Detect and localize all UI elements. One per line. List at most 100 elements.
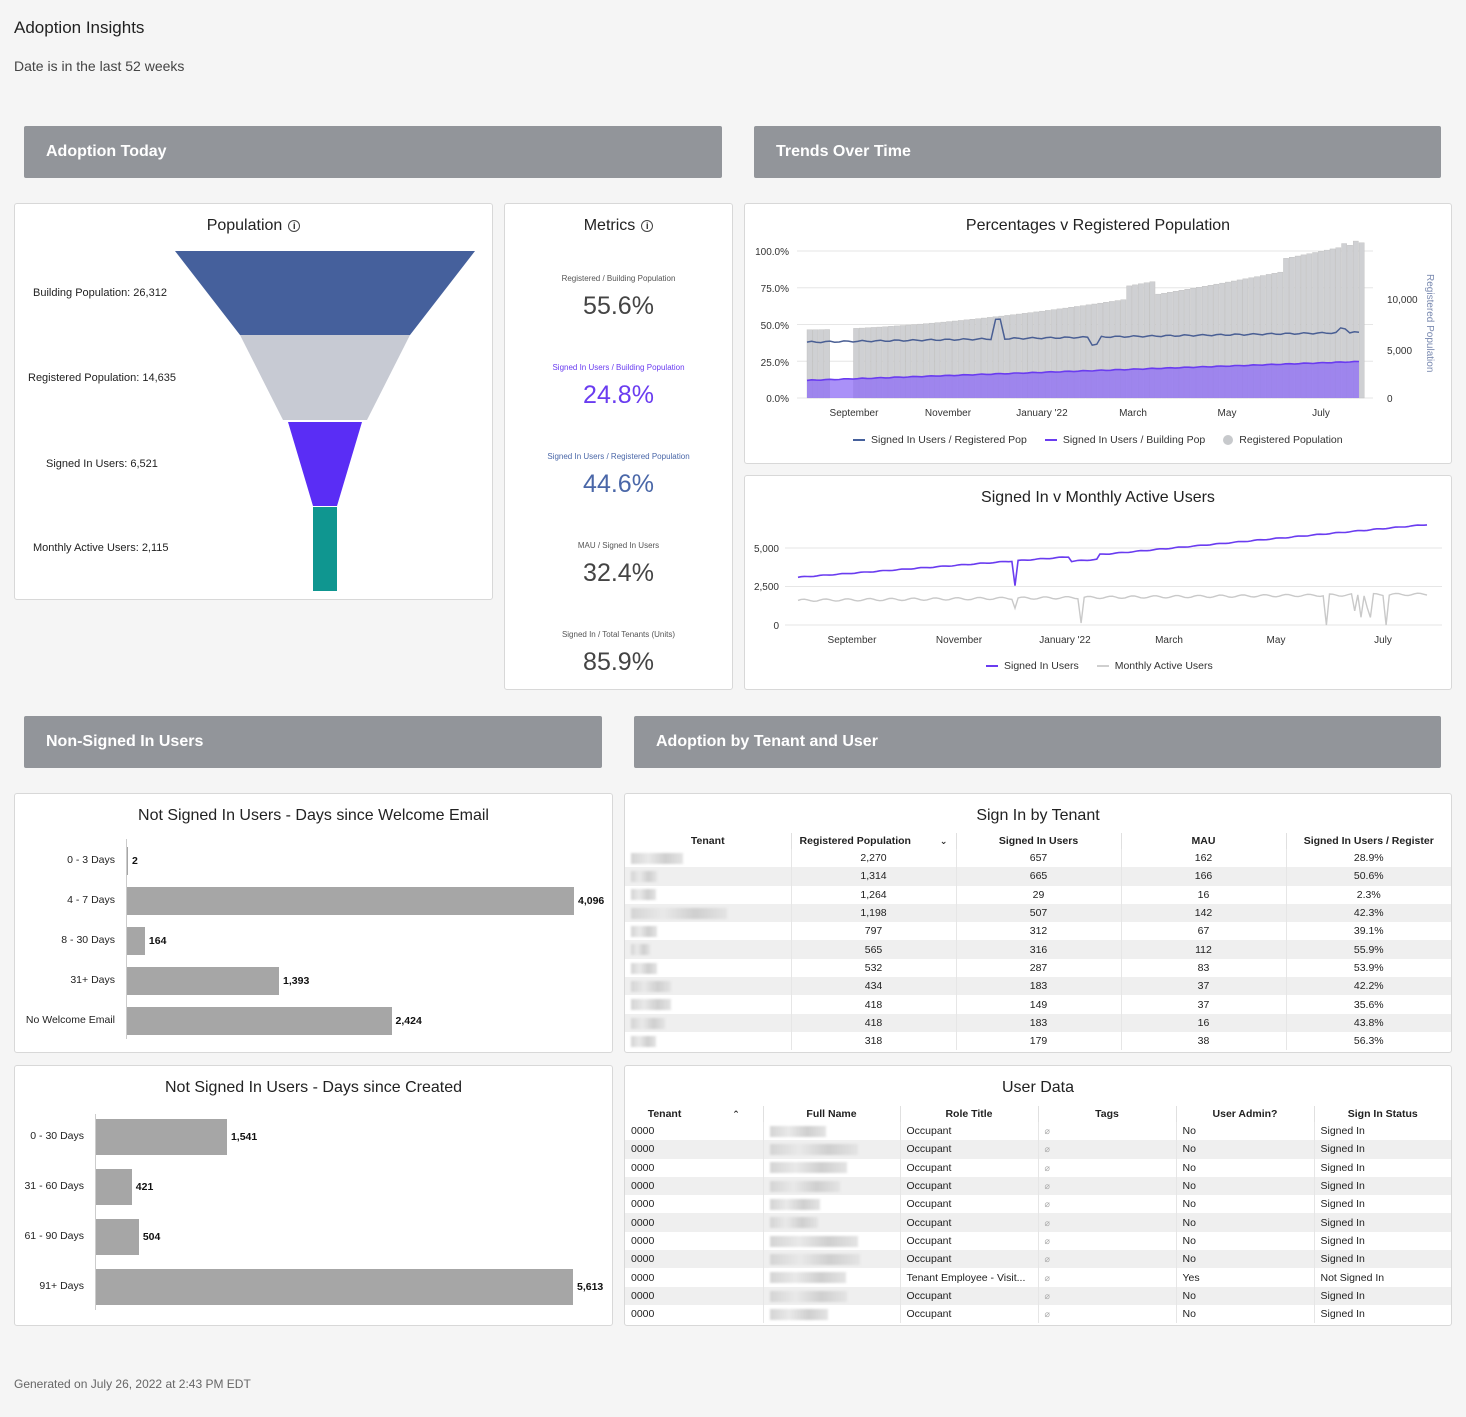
table-row[interactable]: 0000 Occupant ⌀ No Signed In <box>625 1140 1451 1159</box>
table-row[interactable]: 797 312 67 39.1% <box>625 922 1451 941</box>
mau-line <box>797 592 1428 626</box>
funnel-label-registered: Registered Population: 14,635 <box>28 372 176 384</box>
column-header[interactable]: Tenant <box>690 835 725 847</box>
table-row[interactable]: 0000 Occupant ⌀ No Signed In <box>625 1122 1451 1141</box>
y-tick: 2,500 <box>754 582 779 593</box>
registered-population-bar <box>1358 242 1365 399</box>
empty-tag-icon: ⌀ <box>1044 1254 1050 1265</box>
column-header[interactable]: Tags <box>1037 1106 1176 1122</box>
column-header[interactable]: MAU <box>1120 833 1286 849</box>
table-row[interactable]: 1,314 665 166 50.6% <box>625 867 1451 886</box>
bar[interactable] <box>96 1269 573 1305</box>
info-icon[interactable]: i <box>288 220 301 232</box>
table-row[interactable]: 2,270 657 162 28.9% <box>625 849 1451 868</box>
bar[interactable] <box>96 1119 227 1155</box>
table-cell: 1,198 <box>790 903 956 923</box>
bar[interactable] <box>127 887 574 915</box>
bar[interactable] <box>127 967 280 995</box>
table-row[interactable]: 0000 Occupant ⌀ No Signed In <box>625 1195 1451 1214</box>
table-row[interactable]: 434 183 37 42.2% <box>625 977 1451 996</box>
table-row[interactable]: 0000 Occupant ⌀ No Signed In <box>625 1286 1451 1305</box>
table-row[interactable]: 318 179 38 56.3% <box>625 1031 1451 1051</box>
metric-value: 44.6% <box>583 470 654 498</box>
column-header[interactable]: Signed In Users / Register <box>1285 833 1451 849</box>
bar[interactable] <box>127 927 145 955</box>
table-cell: 797 <box>790 922 956 941</box>
tenant-cell: 0000 <box>631 1198 655 1211</box>
role-title-cell: Occupant <box>899 1195 1038 1214</box>
table-cell: 418 <box>790 1013 956 1032</box>
full-name-cell <box>762 1195 900 1214</box>
table-row[interactable]: 0000 Occupant ⌀ No Signed In <box>625 1250 1451 1269</box>
table-row[interactable]: 1,198 507 142 42.3% <box>625 903 1451 923</box>
chart-legend: Signed In Users Monthly Active Users <box>986 660 1213 672</box>
table-cell: 2.3% <box>1285 885 1451 904</box>
metric-label: MAU / Signed In Users <box>577 541 660 550</box>
created-chart-card: Not Signed In Users - Days since Created… <box>14 1065 613 1326</box>
table-cell: 665 <box>955 867 1121 886</box>
tags-cell: ⌀ <box>1037 1304 1176 1324</box>
table-row[interactable]: 532 287 83 53.9% <box>625 958 1451 978</box>
sign-in-status-cell: Signed In <box>1313 1286 1451 1305</box>
column-header[interactable]: Role Title <box>899 1106 1038 1122</box>
table-row[interactable]: 0000 Occupant ⌀ No Signed In <box>625 1231 1451 1251</box>
bar[interactable] <box>127 1007 392 1035</box>
section-trends: Trends Over Time <box>754 126 1441 178</box>
info-icon[interactable]: i <box>641 220 654 232</box>
table-row[interactable]: 0000 Occupant ⌀ No Signed In <box>625 1213 1451 1232</box>
legend-item[interactable]: Registered Population <box>1223 434 1343 446</box>
sort-asc-icon[interactable]: ⌃ <box>732 1109 740 1119</box>
table-row[interactable]: 0000 Tenant Employee - Visit... ⌀ Yes Not Si… <box>625 1268 1451 1287</box>
funnel-building <box>175 251 475 335</box>
column-header[interactable]: Tenant ⌃ <box>647 1108 740 1120</box>
user-admin-cell: No <box>1175 1176 1314 1196</box>
table-row[interactable]: 565 316 112 55.9% <box>625 940 1451 959</box>
y-tick: 0 <box>773 621 779 632</box>
column-header[interactable]: Sign In Status <box>1313 1106 1451 1122</box>
sort-desc-icon[interactable]: ⌄ <box>939 836 948 846</box>
table-row[interactable]: 1,264 29 16 2.3% <box>625 885 1451 904</box>
bar[interactable] <box>96 1169 132 1205</box>
column-header[interactable]: User Admin? <box>1175 1106 1314 1122</box>
tenant-cell <box>625 886 791 904</box>
legend-item[interactable]: Signed In Users / Building Pop <box>1044 434 1205 446</box>
legend-item[interactable]: Monthly Active Users <box>1096 660 1213 672</box>
user-admin-cell: No <box>1175 1122 1314 1141</box>
table-cell: 565 <box>790 940 956 959</box>
metric-label: Signed In / Total Tenants (Units) <box>561 630 676 639</box>
column-header[interactable]: Full Name <box>762 1106 900 1122</box>
full-name-cell <box>762 1213 900 1232</box>
sign-in-status-cell: Signed In <box>1313 1250 1451 1269</box>
sign-in-status-cell: Signed In <box>1313 1122 1451 1141</box>
table-row[interactable]: 0000 Occupant ⌀ No Signed In <box>625 1176 1451 1196</box>
legend-item[interactable]: Signed In Users <box>986 660 1079 672</box>
bar[interactable] <box>127 847 128 875</box>
user-admin-cell: No <box>1175 1304 1314 1324</box>
table-row[interactable]: 0000 Occupant ⌀ No Signed In <box>625 1158 1451 1177</box>
sign-in-status-cell: Not Signed In <box>1313 1268 1451 1287</box>
table-cell: 37 <box>1120 977 1286 996</box>
legend-item[interactable]: Signed In Users / Registered Pop <box>853 434 1027 446</box>
tenant-cell: 0000 <box>625 1140 763 1159</box>
role-title-cell: Occupant <box>899 1231 1038 1251</box>
table-cell: 1,264 <box>790 885 956 904</box>
tenant-cell <box>625 849 791 867</box>
column-header[interactable]: Registered Population ⌄ <box>790 833 956 849</box>
population-funnel-chart <box>175 251 475 591</box>
column-header[interactable]: Signed In Users <box>955 833 1121 849</box>
empty-tag-icon: ⌀ <box>1044 1181 1050 1192</box>
funnel-label-mau: Monthly Active Users: 2,115 <box>33 542 169 554</box>
tenant-cell: 0000 <box>631 1234 655 1247</box>
table-row[interactable]: 418 183 16 43.8% <box>625 1013 1451 1032</box>
bar[interactable] <box>96 1219 139 1255</box>
bar-value-label: 1,393 <box>283 975 310 987</box>
table-cell: 2,270 <box>790 849 956 868</box>
table-row[interactable]: 0000 Occupant ⌀ No Signed In <box>625 1304 1451 1324</box>
tenant-cell: 0000 <box>625 1176 763 1196</box>
user-admin-cell: No <box>1175 1140 1314 1159</box>
tenant-cell <box>625 867 791 886</box>
sign-in-status-cell: Signed In <box>1313 1231 1451 1251</box>
table-row[interactable]: 418 149 37 35.6% <box>625 995 1451 1014</box>
table-cell: 1,314 <box>790 867 956 886</box>
sign-in-status-cell: Signed In <box>1313 1140 1451 1159</box>
